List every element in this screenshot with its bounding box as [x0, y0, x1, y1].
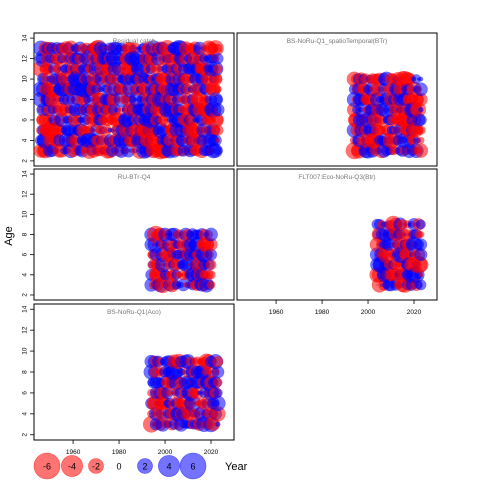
- bubble: [213, 377, 223, 388]
- x-tick-label: 1960: [66, 449, 81, 456]
- bubble: [212, 356, 224, 368]
- bubble: [418, 76, 424, 82]
- x-tick-label: 2020: [407, 309, 422, 316]
- bubble: [417, 136, 425, 145]
- y-tick-label: 12: [22, 55, 29, 63]
- bubble: [418, 272, 424, 277]
- y-tick-label: 6: [22, 252, 29, 256]
- panel-3: RU-BTr-Q4 2 4 6 8 10 12 14: [22, 168, 235, 301]
- panel-1: Residual catch 2 4 6 8 10 12 14: [22, 32, 235, 167]
- bubble: [206, 270, 216, 280]
- legend-label: 6: [190, 462, 195, 472]
- bubble: [418, 106, 424, 113]
- y-tick-label: 12: [22, 326, 29, 334]
- bubble: [204, 227, 218, 242]
- legend-bubble: [88, 458, 104, 474]
- bubbles: [345, 70, 429, 160]
- y-tick-label: 8: [22, 232, 29, 236]
- x-tick-label: 2000: [158, 449, 173, 456]
- bubble: [212, 124, 224, 136]
- panel-frame: [236, 32, 438, 167]
- legend-title-year: Year: [225, 461, 248, 473]
- y-tick-label: 8: [22, 370, 29, 374]
- bubble: [415, 219, 426, 230]
- legend-label: 2: [142, 462, 147, 472]
- x-tick-label: 1980: [112, 449, 127, 456]
- legend-label: 4: [166, 462, 171, 472]
- bubble: [213, 94, 223, 105]
- panel-frame: [236, 168, 438, 301]
- y-tick-label: 14: [22, 34, 29, 42]
- bubble: [214, 85, 222, 94]
- bubble: [414, 82, 428, 97]
- y-tick-label: 6: [22, 391, 29, 395]
- y-tick-label: 10: [22, 210, 29, 218]
- legend-label: -6: [43, 462, 51, 472]
- legend-label: -2: [92, 462, 100, 472]
- legend-bubble: [179, 452, 207, 480]
- legend-bubble: [158, 455, 180, 477]
- y-tick-label: 4: [22, 412, 29, 416]
- legend-label: -4: [68, 462, 76, 472]
- panel-title: RU-BTr-Q4: [118, 174, 151, 181]
- bubbles: [144, 225, 218, 294]
- y-tick-label: 12: [22, 190, 29, 198]
- y-tick-label: 4: [22, 138, 29, 142]
- y-axis-label: Age: [3, 226, 15, 246]
- x-tick-label: 2000: [361, 309, 376, 316]
- y-tick-label: 2: [22, 293, 29, 297]
- panel-4: FLT007:Eco-NoRu-Q3(Btr) 1960 1980 2000 2020: [236, 168, 438, 316]
- bubble: [210, 395, 226, 412]
- bubbles: [369, 215, 429, 293]
- bubble: [415, 114, 427, 126]
- y-tick-label: 14: [22, 305, 29, 313]
- panel-2: BS-NoRu-Q1_spatioTemporal(BTr): [236, 32, 438, 167]
- bubble: [414, 238, 428, 251]
- y-tick-label: 4: [22, 273, 29, 277]
- panels: Residual catch 2 4 6 8 10 12 14 BS-NoRu-Q1_spati…: [22, 32, 438, 456]
- size-legend: -6 -4 -2 0 2 4 6: [33, 452, 207, 480]
- y-tick-label: 10: [22, 75, 29, 83]
- bubble: [416, 125, 426, 136]
- bubble: [211, 365, 225, 379]
- x-tick-label: 2020: [204, 449, 219, 456]
- y-tick-label: 6: [22, 118, 29, 122]
- y-tick-label: 14: [22, 170, 29, 178]
- bubble: [213, 74, 223, 84]
- bubbles: [142, 353, 226, 433]
- bubble: [213, 64, 223, 74]
- legend-bubble: [137, 458, 153, 474]
- bubble: [415, 279, 427, 291]
- bubble: [413, 143, 429, 158]
- y-tick-label: 10: [22, 347, 29, 355]
- bubble: [213, 146, 223, 156]
- bubble: [417, 231, 425, 238]
- y-tick-label: 8: [22, 97, 29, 101]
- bubble: [213, 43, 223, 53]
- panel-title: Residual catch: [113, 38, 156, 45]
- panel-title: BS-NoRu-Q1_spatioTemporal(BTr): [287, 38, 388, 45]
- y-tick-label: 2: [22, 433, 29, 437]
- legend-label: 0: [116, 462, 121, 472]
- panel-title: FLT007:Eco-NoRu-Q3(Btr): [298, 174, 375, 181]
- bubble: [215, 138, 221, 143]
- bubble: [215, 421, 221, 427]
- bubbles: [34, 39, 225, 160]
- bubble: [213, 388, 223, 398]
- bubble: [205, 259, 217, 271]
- bubble: [206, 280, 216, 290]
- y-tick-label: 2: [22, 159, 29, 163]
- bubble: [212, 52, 224, 65]
- bubble: [211, 103, 225, 117]
- x-tick-label: 1960: [269, 309, 284, 316]
- legend-bubble: [33, 452, 61, 480]
- legend-bubble: [61, 455, 83, 477]
- x-tick-label: 1980: [315, 309, 330, 316]
- panel-5: BS-NoRu-Q1(Aco) 2 4 6 8 10 12 14 1960 1980 2000 202…: [22, 303, 235, 456]
- panel-title: BS-NoRu-Q1(Aco): [107, 309, 161, 316]
